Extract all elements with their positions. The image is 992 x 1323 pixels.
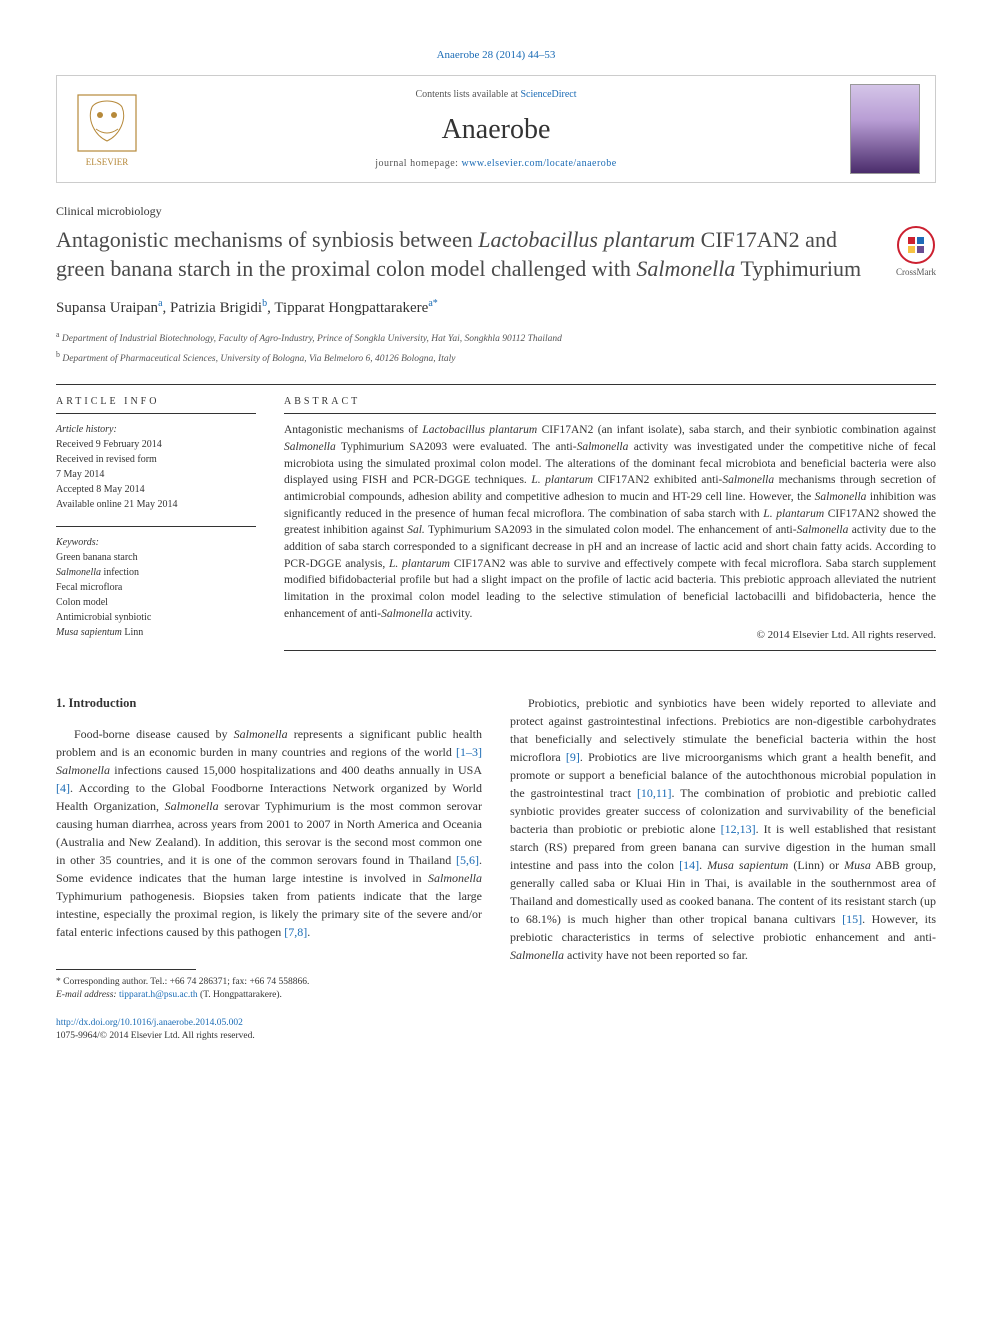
divider [56,384,936,385]
article-title: Antagonistic mechanisms of synbiosis bet… [56,226,884,283]
intro-paragraph-1: Food-borne disease caused by Salmonella … [56,725,482,941]
citation-line: Anaerobe 28 (2014) 44–53 [56,48,936,63]
citation-link[interactable]: [10,11] [637,786,672,800]
citation-link[interactable]: [4] [56,781,70,795]
article-info-heading: ARTICLE INFO [56,395,256,414]
crossmark-icon [897,226,935,264]
journal-cover-thumbnail [835,76,935,182]
doi-link[interactable]: http://dx.doi.org/10.1016/j.anaerobe.201… [56,1018,243,1028]
journal-header: ELSEVIER Contents lists available at Sci… [56,75,936,183]
abstract-text: Antagonistic mechanisms of Lactobacillus… [284,422,936,622]
page-footer: http://dx.doi.org/10.1016/j.anaerobe.201… [56,1017,482,1044]
author-2: Patrizia Brigidi [170,300,262,316]
citation-link[interactable]: [7,8] [284,925,307,939]
citation-link[interactable]: [5,6] [456,853,479,867]
intro-paragraph-2: Probiotics, prebiotic and synbiotics hav… [510,694,936,964]
intro-heading: 1. Introduction [56,694,482,713]
abstract-copyright: © 2014 Elsevier Ltd. All rights reserved… [284,628,936,643]
citation-link[interactable]: [9] [566,750,580,764]
author-3: Tipparat Hongpattarakere [274,300,428,316]
svg-text:ELSEVIER: ELSEVIER [86,157,129,167]
corresponding-email-link[interactable]: tipparat.h@psu.ac.th [119,990,198,1000]
body-column-right: Probiotics, prebiotic and synbiotics hav… [510,694,936,1043]
footnote-separator [56,969,196,970]
keywords-block: Keywords: Green banana starch Salmonella… [56,535,256,640]
affiliation-a: a Department of Industrial Biotechnology… [56,329,936,346]
contents-prefix: Contents lists available at [415,89,520,100]
citation-link[interactable]: [15] [842,912,862,926]
journal-name: Anaerobe [157,110,835,149]
authors-line: Supansa Uraipana, Patrizia Brigidib, Tip… [56,297,936,319]
corresponding-author-note: * Corresponding author. Tel.: +66 74 286… [56,976,482,1003]
homepage-link[interactable]: www.elsevier.com/locate/anaerobe [461,158,616,169]
crossmark-widget[interactable]: CrossMark [896,226,936,279]
crossmark-label: CrossMark [896,266,936,279]
journal-homepage: journal homepage: www.elsevier.com/locat… [157,157,835,171]
citation-link[interactable]: [12,13] [721,822,756,836]
abstract-heading: ABSTRACT [284,395,936,414]
citation-link[interactable]: [14] [679,858,699,872]
author-1: Supansa Uraipan [56,300,158,316]
citation-link[interactable]: [1–3] [456,745,482,759]
article-history: Article history: Received 9 February 201… [56,422,256,512]
article-section-label: Clinical microbiology [56,203,936,220]
sciencedirect-link[interactable]: ScienceDirect [520,89,576,100]
affiliation-b: b Department of Pharmaceutical Sciences,… [56,349,936,366]
body-column-left: 1. Introduction Food-borne disease cause… [56,694,482,1043]
elsevier-logo: ELSEVIER [57,76,157,182]
contents-available: Contents lists available at ScienceDirec… [157,88,835,102]
homepage-prefix: journal homepage: [375,158,461,169]
